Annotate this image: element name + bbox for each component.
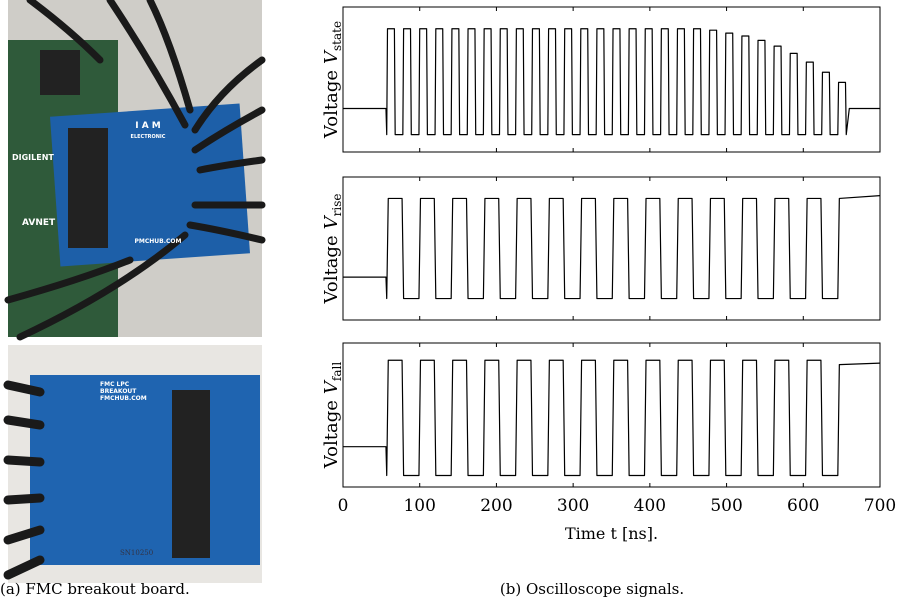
photo-text: DIGILENT (12, 153, 54, 162)
photo-bottom: FMC LPC BREAKOUT FMCHUB.COM SN10250 (8, 345, 262, 583)
y-axis-label: VoltageVrise (321, 194, 344, 305)
x-tick-label: 0 (338, 496, 349, 516)
plot-frame (343, 343, 880, 487)
x-axis-label: Time t [ns]. (565, 524, 658, 543)
caption: (b) Oscilloscope signals. (500, 580, 684, 598)
x-tick-label: 200 (480, 496, 512, 516)
y-axis-label: VoltageVstate (321, 21, 344, 139)
photo-text: ELECTRONIC (131, 134, 166, 140)
y-label-subscript: fall (330, 362, 344, 381)
y-label-text: Voltage (321, 70, 342, 139)
photo-text: I A M (135, 121, 161, 131)
y-label-subscript: state (330, 21, 344, 51)
x-tick-label: 100 (403, 496, 435, 516)
x-tick-label: 500 (710, 496, 742, 516)
x-tick-label: 300 (557, 496, 589, 516)
photo-text: FMC LPC (100, 381, 130, 388)
y-label-text: Voltage (321, 235, 342, 304)
y-label-subscript: rise (330, 194, 344, 217)
y-axis-label: VoltageVfall (321, 362, 344, 470)
photo-text: FMCHUB.COM (100, 395, 147, 402)
photo-text: AVNET (22, 218, 56, 228)
x-tick-label: 600 (787, 496, 819, 516)
photo-text: SN10250 (120, 549, 153, 557)
signal-trace (343, 29, 880, 135)
signal-trace (343, 360, 880, 475)
x-tick-label: 400 (634, 496, 666, 516)
x-tick-label: 700 (864, 496, 896, 516)
photo-text: BREAKOUT (100, 388, 137, 395)
figure: I A M ELECTRONIC PMCHUB.COM DIGILENT AVN… (0, 0, 901, 602)
y-label-text: Voltage (321, 400, 342, 469)
caption: (a) FMC breakout board. (0, 580, 190, 598)
signal-trace (343, 196, 880, 299)
photo-top: I A M ELECTRONIC PMCHUB.COM DIGILENT AVN… (8, 0, 262, 337)
photo-text: PMCHUB.COM (135, 238, 182, 245)
